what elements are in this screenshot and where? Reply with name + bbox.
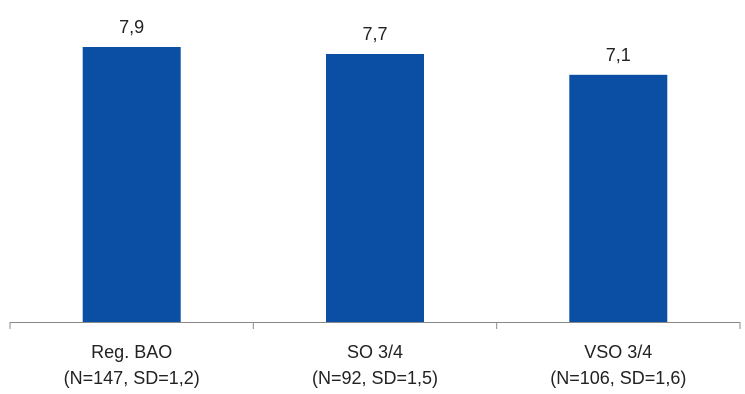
bars-group [82, 47, 668, 322]
value-label-3: 7,1 [606, 45, 631, 65]
x-axis [9, 322, 741, 329]
category-label-1-line-1: Reg. BAO [91, 342, 172, 362]
bar-1 [82, 47, 181, 322]
category-labels-group: Reg. BAO (N=147, SD=1,2) SO 3/4 (N=92, SD=1… [64, 342, 687, 388]
category-label-2-line-2: (N=92, SD=1,5) [312, 368, 438, 388]
bar-2 [326, 54, 424, 322]
bar-3 [569, 74, 668, 322]
category-label-2-line-1: SO 3/4 [347, 342, 403, 362]
category-label-3-line-2: (N=106, SD=1,6) [550, 368, 686, 388]
category-label-3-line-1: VSO 3/4 [584, 342, 652, 362]
value-label-1: 7,9 [119, 17, 144, 37]
category-label-1-line-2: (N=147, SD=1,2) [64, 368, 200, 388]
value-label-2: 7,7 [362, 24, 387, 44]
value-labels-group: 7,9 7,7 7,1 [119, 17, 631, 65]
